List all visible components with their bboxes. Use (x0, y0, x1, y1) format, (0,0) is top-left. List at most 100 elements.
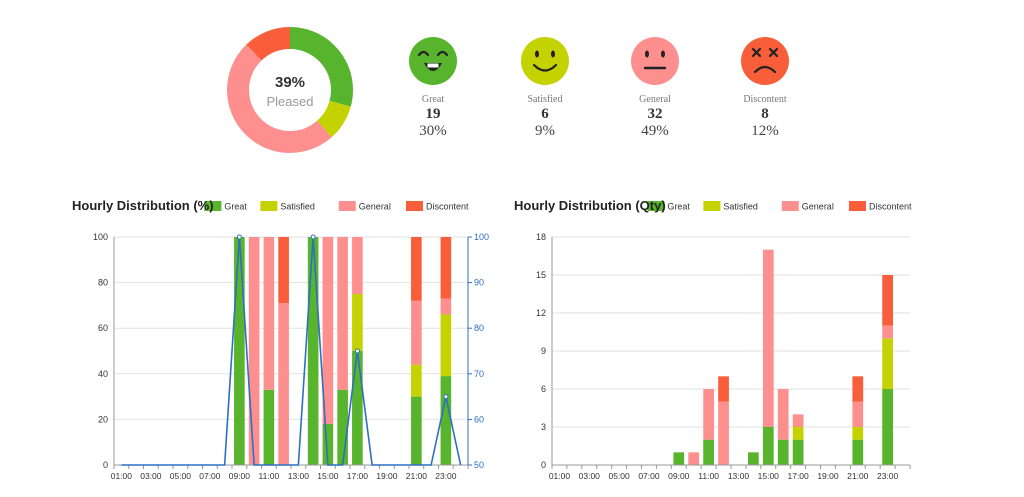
legend-label-great[interactable]: Great (667, 202, 690, 212)
mood-name: Great (421, 94, 445, 105)
x-tick-label: 19:00 (817, 471, 839, 481)
smiling-face-icon (521, 37, 569, 85)
bar-general-10:00 (248, 237, 260, 465)
y-tick-label: 80 (98, 278, 108, 288)
bar-discontent-21:00 (852, 376, 864, 402)
y-tick-label: 20 (98, 414, 108, 424)
pleased-percent: 39% (275, 74, 305, 91)
bar-great-23:00 (440, 376, 452, 465)
grinning-face-icon (409, 37, 457, 85)
bar-great-16:00 (337, 389, 348, 465)
legend-swatch-satisfied[interactable] (260, 201, 278, 211)
legend-label-satisfied[interactable]: Satisfied (723, 202, 758, 212)
legend-label-discontent[interactable]: Discontent (869, 202, 912, 212)
hourly-qty-chart: Hourly Distribution (Qty) 0 3 6 9 12 15 18 01:0… (505, 190, 935, 490)
x-tick-label: 09:00 (668, 471, 690, 481)
x-tick-label: 05:00 (170, 471, 192, 481)
y-tick-label: 60 (98, 323, 108, 333)
y-tick-label: 12 (536, 308, 546, 318)
bar-general-12:00 (718, 401, 729, 465)
mood-name: Satisfied (527, 94, 563, 105)
bar-great-21:00 (852, 439, 864, 465)
legend-swatch-general[interactable] (781, 201, 799, 211)
bar-great-09:00 (234, 237, 245, 465)
bar-general-15:00 (762, 249, 774, 427)
bar-general-10:00 (688, 452, 700, 465)
y2-tick-label: 50 (474, 460, 484, 470)
bar-discontent-12:00 (718, 376, 729, 402)
y2-tick-label: 80 (474, 323, 484, 333)
y-tick-label: 9 (541, 346, 546, 356)
mood-percent: 12% (751, 123, 779, 139)
mood-percent: 9% (535, 123, 555, 139)
x-tick-label: 21:00 (847, 471, 869, 481)
y-tick-label: 18 (536, 232, 546, 242)
mood-percent: 49% (641, 123, 669, 139)
bar-great-17:00 (792, 439, 804, 465)
bar-satisfied-17:00 (352, 294, 363, 351)
bar-discontent-23:00 (440, 237, 452, 299)
y2-tick-label: 70 (474, 369, 484, 379)
y-tick-label: 15 (536, 270, 546, 280)
legend-label-great[interactable]: Great (224, 202, 247, 212)
x-tick-label: 11:00 (698, 471, 719, 481)
y2-tick-label: 90 (474, 278, 484, 288)
y-tick-label: 0 (541, 460, 546, 470)
y-tick-label: 40 (98, 369, 108, 379)
bar-great-11:00 (263, 389, 275, 465)
x-tick-label: 23:00 (877, 471, 899, 481)
bar-general-12:00 (278, 303, 289, 465)
legend-label-general[interactable]: General (802, 202, 834, 212)
y-tick-label: 0 (103, 460, 108, 470)
trend-point (354, 348, 360, 354)
legend-label-general[interactable]: General (359, 202, 391, 212)
y-tick-label: 3 (541, 422, 546, 432)
bar-satisfied-21:00 (411, 364, 422, 397)
trend-point (236, 234, 242, 240)
legend-label-satisfied[interactable]: Satisfied (280, 202, 315, 212)
bar-general-16:00 (337, 237, 348, 390)
bar-discontent-12:00 (278, 237, 289, 304)
x-tick-label: 17:00 (347, 471, 369, 481)
bar-great-17:00 (352, 351, 363, 465)
x-tick-label: 03:00 (140, 471, 162, 481)
bar-great-16:00 (777, 439, 789, 465)
x-tick-label: 21:00 (406, 471, 428, 481)
chart-title: Hourly Distribution (%) (72, 198, 214, 213)
x-tick-label: 23:00 (435, 471, 457, 481)
x-tick-label: 09:00 (229, 471, 251, 481)
pleased-label: Pleased (267, 94, 314, 109)
mood-name: Discontent (743, 94, 787, 105)
legend-swatch-great[interactable] (647, 201, 665, 211)
legend-swatch-general[interactable] (338, 201, 356, 211)
x-tick-label: 17:00 (787, 471, 809, 481)
bar-discontent-23:00 (882, 275, 893, 326)
bar-general-17:00 (792, 414, 804, 427)
legend-label-discontent[interactable]: Discontent (426, 202, 469, 212)
bar-general-11:00 (703, 389, 714, 440)
bar-great-14:00 (307, 237, 319, 465)
pleased-donut-chart: 39% Pleased (227, 27, 353, 153)
x-tick-label: 05:00 (608, 471, 630, 481)
x-tick-label: 13:00 (728, 471, 750, 481)
mood-card-great: Great 19 30% (383, 36, 483, 140)
y2-tick-label: 60 (474, 414, 484, 424)
bar-general-23:00 (882, 325, 893, 339)
trend-point (310, 234, 316, 240)
bar-great-14:00 (748, 452, 759, 465)
dizzy-face-icon (741, 37, 789, 85)
x-tick-label: 15:00 (758, 471, 780, 481)
legend-swatch-great[interactable] (204, 201, 222, 211)
chart-title: Hourly Distribution (Qty) (514, 198, 666, 213)
legend-swatch-satisfied[interactable] (703, 201, 721, 211)
hourly-percent-plot: 0 20 40 60 80 100 01:00 03:00 05:00 07:00 09:00 11:… (93, 201, 489, 481)
bar-general-16:00 (777, 389, 789, 440)
hourly-qty-plot: 0 3 6 9 12 15 18 01:00 03:00 05:00 07:00 09:00 11:00… (536, 201, 912, 481)
bar-general-21:00 (852, 401, 864, 427)
neutral-face-icon (631, 37, 679, 85)
legend-swatch-discontent[interactable] (406, 201, 423, 211)
mood-card-general: General 32 49% (605, 36, 705, 140)
legend-swatch-discontent[interactable] (849, 201, 866, 211)
x-tick-label: 15:00 (317, 471, 339, 481)
donut-segment-discontent (227, 27, 353, 153)
